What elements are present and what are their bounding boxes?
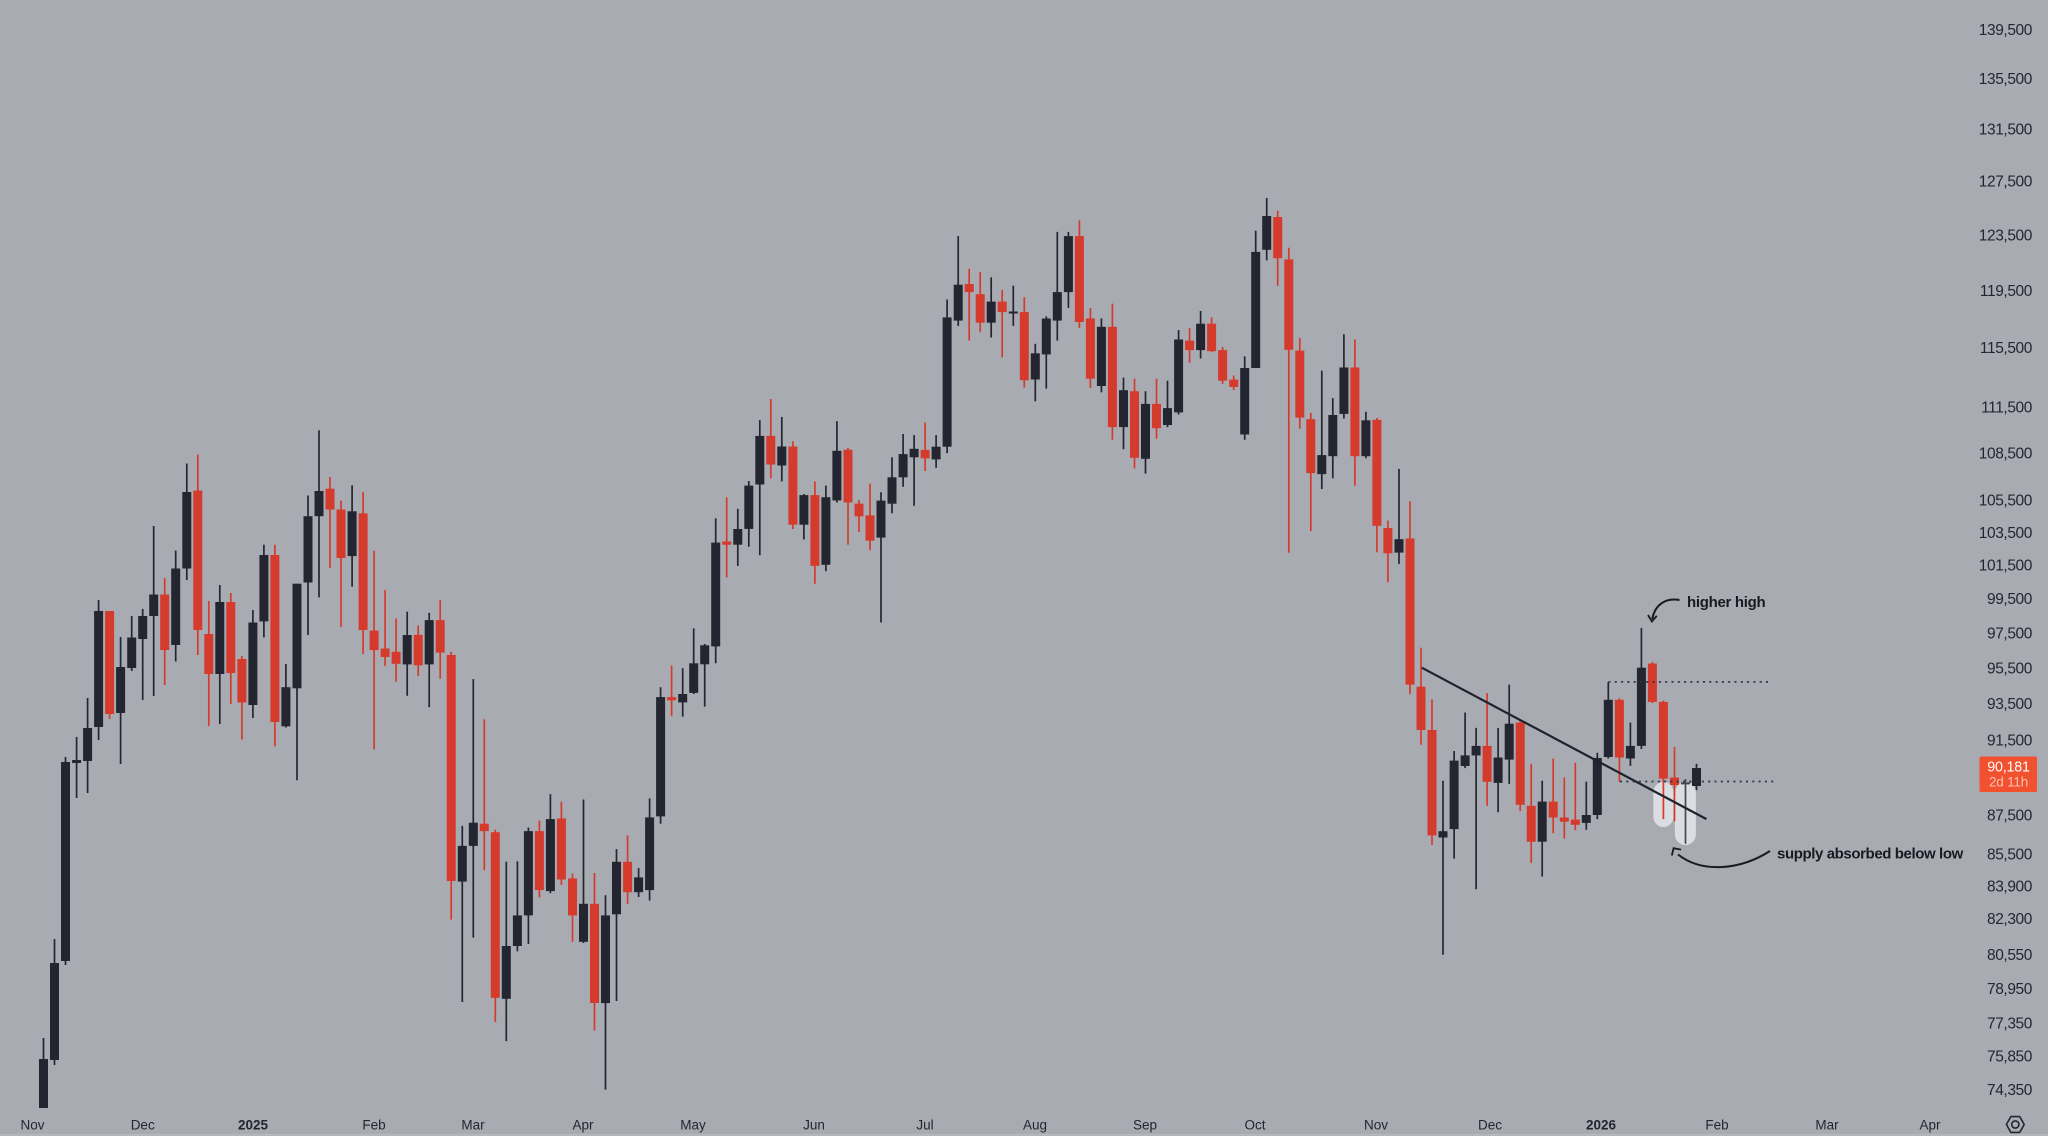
svg-text:127,500: 127,500 xyxy=(1979,174,2033,191)
svg-text:108,500: 108,500 xyxy=(1979,445,2033,462)
svg-text:2026: 2026 xyxy=(1586,1118,1617,1133)
svg-text:2025: 2025 xyxy=(238,1118,269,1133)
svg-text:119,500: 119,500 xyxy=(1980,283,2033,300)
svg-text:Dec: Dec xyxy=(1478,1118,1502,1133)
svg-text:Dec: Dec xyxy=(131,1118,155,1133)
svg-text:111,500: 111,500 xyxy=(1981,400,2033,417)
svg-text:139,500: 139,500 xyxy=(1979,22,2033,39)
svg-text:90,181: 90,181 xyxy=(1987,760,2030,776)
svg-text:Aug: Aug xyxy=(1023,1118,1047,1133)
svg-text:80,550: 80,550 xyxy=(1987,947,2033,964)
svg-text:May: May xyxy=(680,1118,706,1133)
svg-text:82,300: 82,300 xyxy=(1987,911,2033,928)
svg-text:91,500: 91,500 xyxy=(1987,732,2033,749)
svg-text:93,500: 93,500 xyxy=(1987,696,2033,713)
svg-text:78,950: 78,950 xyxy=(1987,981,2033,998)
svg-text:Jul: Jul xyxy=(916,1118,933,1133)
svg-text:Feb: Feb xyxy=(362,1118,385,1133)
svg-text:2d 11h: 2d 11h xyxy=(1989,775,2028,790)
svg-text:75,850: 75,850 xyxy=(1987,1048,2033,1065)
svg-text:105,500: 105,500 xyxy=(1979,493,2033,510)
svg-text:101,500: 101,500 xyxy=(1979,558,2033,575)
svg-text:131,500: 131,500 xyxy=(1979,122,2033,139)
svg-text:74,350: 74,350 xyxy=(1987,1082,2033,1099)
svg-text:97,500: 97,500 xyxy=(1987,625,2033,642)
svg-text:123,500: 123,500 xyxy=(1979,227,2033,244)
svg-text:Sep: Sep xyxy=(1133,1118,1157,1133)
svg-text:83,900: 83,900 xyxy=(1987,878,2033,895)
svg-text:115,500: 115,500 xyxy=(1980,340,2033,357)
svg-text:Nov: Nov xyxy=(20,1118,44,1133)
svg-text:Apr: Apr xyxy=(572,1118,594,1133)
svg-text:Oct: Oct xyxy=(1244,1118,1265,1133)
svg-text:supply absorbed below low: supply absorbed below low xyxy=(1777,846,1964,863)
svg-text:Apr: Apr xyxy=(1919,1118,1941,1133)
svg-text:77,350: 77,350 xyxy=(1987,1015,2033,1032)
svg-text:Feb: Feb xyxy=(1705,1118,1728,1133)
svg-text:87,500: 87,500 xyxy=(1987,808,2033,825)
svg-text:99,500: 99,500 xyxy=(1987,591,2033,608)
svg-text:Jun: Jun xyxy=(803,1118,825,1133)
svg-text:135,500: 135,500 xyxy=(1979,71,2033,88)
svg-text:95,500: 95,500 xyxy=(1987,660,2033,677)
svg-text:Mar: Mar xyxy=(461,1118,485,1133)
svg-text:Nov: Nov xyxy=(1364,1118,1388,1133)
svg-text:higher high: higher high xyxy=(1687,594,1765,611)
svg-text:Mar: Mar xyxy=(1815,1118,1839,1133)
svg-text:103,500: 103,500 xyxy=(1979,525,2033,542)
svg-text:85,500: 85,500 xyxy=(1987,847,2033,864)
